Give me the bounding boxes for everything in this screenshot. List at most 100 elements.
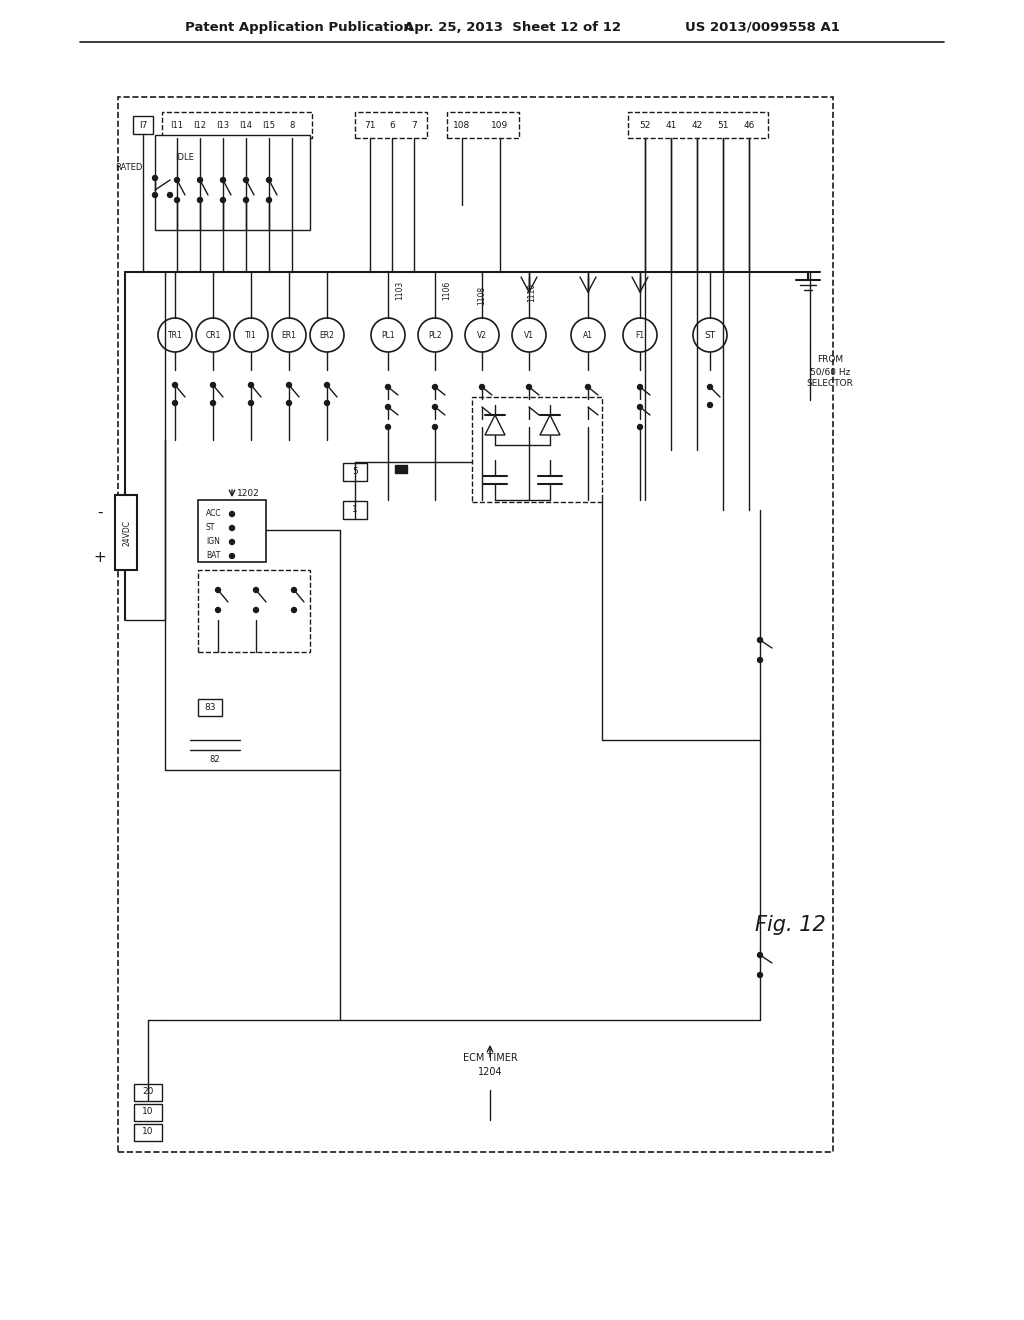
- Circle shape: [693, 318, 727, 352]
- Text: 8: 8: [290, 120, 295, 129]
- Bar: [198, 570, 310, 652]
- Text: I14: I14: [240, 120, 253, 129]
- Circle shape: [287, 400, 292, 405]
- Circle shape: [229, 553, 234, 558]
- Circle shape: [371, 318, 406, 352]
- Circle shape: [571, 318, 605, 352]
- Circle shape: [215, 607, 220, 612]
- Text: 83: 83: [204, 702, 216, 711]
- Text: PL1: PL1: [381, 330, 395, 339]
- Text: V2: V2: [477, 330, 487, 339]
- Text: 6: 6: [389, 120, 395, 129]
- Circle shape: [292, 607, 297, 612]
- Circle shape: [586, 384, 591, 389]
- Text: BAT: BAT: [206, 552, 220, 561]
- Text: 1108: 1108: [477, 285, 486, 305]
- Bar: [628, 112, 768, 139]
- Text: ECM TIMER: ECM TIMER: [463, 1053, 517, 1063]
- Text: ST: ST: [705, 330, 716, 339]
- Text: A1: A1: [583, 330, 593, 339]
- Bar: [343, 502, 367, 519]
- Bar: [343, 463, 367, 480]
- Circle shape: [512, 318, 546, 352]
- Circle shape: [153, 176, 158, 181]
- Circle shape: [638, 425, 642, 429]
- Circle shape: [479, 425, 484, 429]
- Circle shape: [215, 587, 220, 593]
- Circle shape: [266, 177, 271, 182]
- Text: 109: 109: [492, 120, 509, 129]
- Bar: [134, 1104, 162, 1121]
- Circle shape: [244, 177, 249, 182]
- Text: Patent Application Publication: Patent Application Publication: [185, 21, 413, 33]
- Circle shape: [385, 425, 390, 429]
- Circle shape: [172, 383, 177, 388]
- Circle shape: [153, 193, 158, 198]
- Circle shape: [385, 404, 390, 409]
- Circle shape: [168, 193, 172, 198]
- Circle shape: [196, 318, 230, 352]
- Circle shape: [432, 384, 437, 389]
- Text: Fig. 12: Fig. 12: [755, 915, 825, 935]
- Circle shape: [211, 383, 215, 388]
- Bar: [133, 116, 153, 135]
- Circle shape: [758, 657, 763, 663]
- Text: 46: 46: [743, 120, 755, 129]
- Text: CR1: CR1: [206, 330, 221, 339]
- Circle shape: [526, 425, 531, 429]
- Text: I7: I7: [139, 120, 147, 129]
- Bar: [355, 112, 427, 139]
- Text: +: +: [93, 550, 106, 565]
- Text: Apr. 25, 2013  Sheet 12 of 12: Apr. 25, 2013 Sheet 12 of 12: [403, 21, 621, 33]
- Circle shape: [244, 198, 249, 202]
- Text: ER2: ER2: [319, 330, 335, 339]
- Circle shape: [586, 404, 591, 409]
- Text: ER1: ER1: [282, 330, 296, 339]
- Circle shape: [292, 587, 297, 593]
- Text: SELECTOR: SELECTOR: [807, 380, 853, 388]
- Circle shape: [211, 400, 215, 405]
- Text: FROM: FROM: [817, 355, 843, 364]
- Bar: [198, 698, 222, 715]
- Text: ACC: ACC: [206, 510, 221, 519]
- Circle shape: [229, 525, 234, 531]
- Text: ST: ST: [206, 524, 215, 532]
- Circle shape: [708, 403, 713, 408]
- Text: 1204: 1204: [477, 1067, 503, 1077]
- Circle shape: [234, 318, 268, 352]
- Bar: [395, 465, 407, 473]
- Circle shape: [526, 384, 531, 389]
- Text: 52: 52: [639, 120, 650, 129]
- Circle shape: [249, 383, 254, 388]
- Circle shape: [310, 318, 344, 352]
- Bar: [162, 112, 312, 139]
- Text: TI1: TI1: [245, 330, 257, 339]
- Circle shape: [385, 384, 390, 389]
- Circle shape: [158, 318, 193, 352]
- Bar: [472, 397, 602, 502]
- Circle shape: [254, 587, 258, 593]
- Bar: [115, 495, 137, 570]
- Circle shape: [479, 384, 484, 389]
- Text: 82: 82: [210, 755, 220, 764]
- Text: US 2013/0099558 A1: US 2013/0099558 A1: [685, 21, 840, 33]
- Circle shape: [418, 318, 452, 352]
- Text: IDLE: IDLE: [175, 153, 194, 162]
- Circle shape: [229, 511, 234, 516]
- Bar: [118, 96, 833, 1152]
- Text: I15: I15: [262, 120, 275, 129]
- Circle shape: [465, 318, 499, 352]
- Circle shape: [586, 425, 591, 429]
- Text: 108: 108: [454, 120, 471, 129]
- Circle shape: [432, 404, 437, 409]
- Text: IGN: IGN: [206, 537, 220, 546]
- Circle shape: [198, 177, 203, 182]
- Text: V1: V1: [524, 330, 534, 339]
- Circle shape: [638, 384, 642, 389]
- Text: F1: F1: [636, 330, 644, 339]
- Circle shape: [229, 540, 234, 544]
- Circle shape: [479, 404, 484, 409]
- Text: 1106: 1106: [442, 280, 452, 300]
- Text: 71: 71: [365, 120, 376, 129]
- Text: I13: I13: [216, 120, 229, 129]
